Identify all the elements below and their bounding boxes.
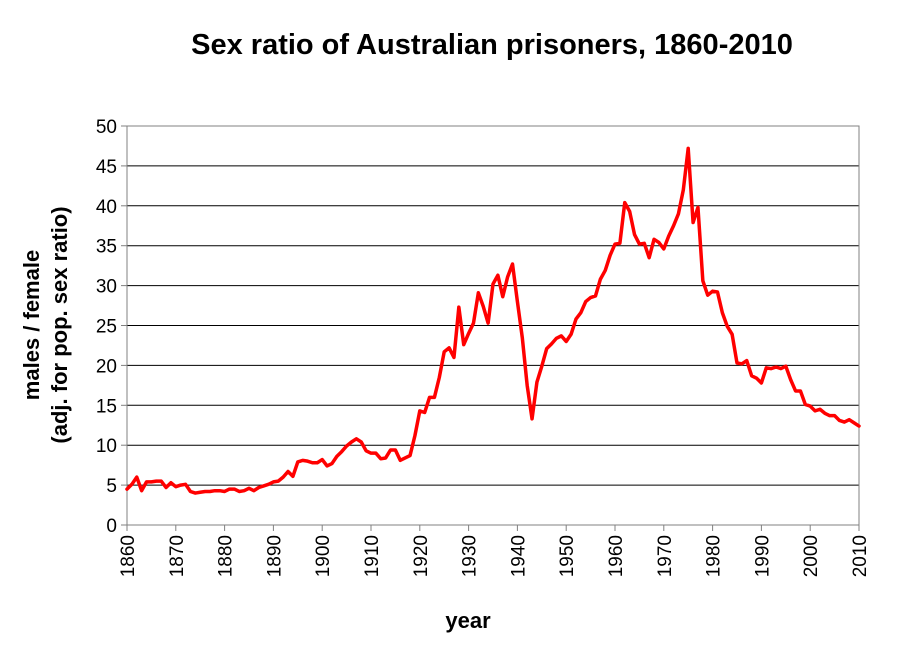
chart-title: Sex ratio of Australian prisoners, 1860-…: [191, 29, 793, 61]
series-line: [125, 146, 861, 495]
y-tick-label: 5: [106, 476, 117, 497]
x-axis-title: year: [445, 608, 491, 633]
y-tick-label: 30: [96, 277, 117, 298]
x-tick-label: 1960: [606, 535, 627, 577]
x-tick-label: 2000: [801, 535, 822, 577]
x-tick-label: 1980: [704, 535, 725, 577]
x-tick-label: 1970: [655, 535, 676, 577]
y-axis-title-line2: (adj. for pop. sex ratio): [47, 206, 72, 443]
y-axis-title-line1: males / female: [19, 250, 44, 400]
x-tick-label: 2010: [850, 535, 871, 577]
x-tick-label: 1990: [752, 535, 773, 577]
y-tick-label: 0: [106, 516, 117, 537]
x-tick-label: 1880: [216, 535, 237, 577]
y-tick-label: 40: [96, 197, 117, 218]
y-tick-label: 25: [96, 317, 117, 338]
x-tick-label: 1920: [411, 535, 432, 577]
y-tick-label: 10: [96, 436, 117, 457]
y-tick-label: 45: [96, 157, 117, 178]
x-tick-label: 1900: [313, 535, 334, 577]
x-tick-label: 1890: [264, 535, 285, 577]
y-axis: 0 5 10 15 20 25 30 35 40 45 50: [96, 117, 127, 537]
x-tick-label: 1950: [557, 535, 578, 577]
x-axis: 1860 1870 1880 1890 1900 1910 1920 1930 1940 1950…: [118, 525, 871, 577]
x-tick-label: 1940: [508, 535, 529, 577]
y-tick-label: 50: [96, 117, 117, 138]
y-tick-label: 15: [96, 396, 117, 417]
y-tick-label: 20: [96, 356, 117, 377]
gridlines: [127, 165, 859, 486]
x-tick-label: 1930: [460, 535, 481, 577]
x-tick-label: 1870: [167, 535, 188, 577]
x-tick-label: 1910: [362, 535, 383, 577]
y-tick-label: 35: [96, 237, 117, 258]
x-tick-label: 1860: [118, 535, 139, 577]
